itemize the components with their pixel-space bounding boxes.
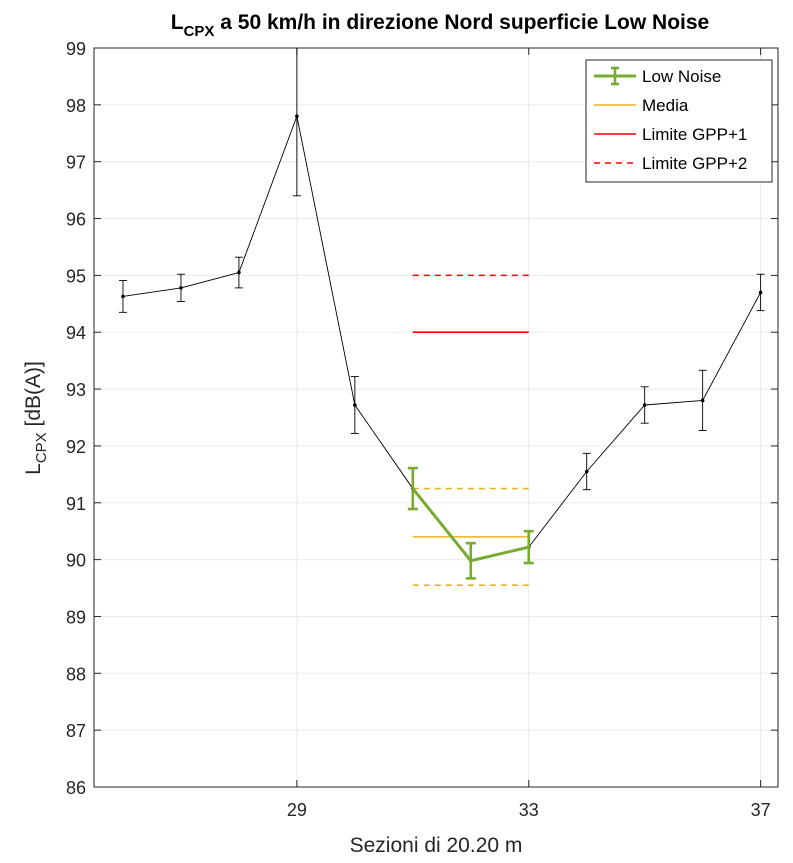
errorbar-0-8: [582, 452, 591, 491]
errorbar-1-0: [407, 466, 418, 511]
errorbar-0-2: [234, 256, 243, 289]
data-point-0-10: [700, 398, 705, 403]
errorbar-0-1: [176, 273, 185, 302]
errorbar-0-9: [640, 386, 649, 424]
data-point-0-1: [179, 286, 183, 290]
y-axis-label: LCPX [dB(A)]: [22, 361, 50, 475]
errorbar-1-1: [465, 541, 476, 580]
y-tick-label-6: 92: [66, 437, 86, 457]
series-line-0: [122, 115, 762, 562]
x-tick-label-1: 33: [519, 800, 539, 820]
y-tick-label-1: 87: [66, 721, 86, 741]
data-point-0-11: [758, 290, 763, 295]
y-tick-label-12: 98: [66, 96, 86, 116]
title-main: L: [171, 11, 184, 34]
y-tick-label-2: 88: [66, 664, 86, 684]
errorbar-1-2: [523, 529, 534, 565]
errorbar-0-3: [292, 48, 301, 197]
legend-label-3: Limite GPP+2: [642, 154, 747, 173]
errorbar-0-10: [698, 369, 707, 432]
reference-lines: [412, 274, 529, 586]
legend-item-1: Media: [594, 96, 689, 115]
legend-label-1: Media: [642, 96, 689, 115]
y-tick-label-10: 96: [66, 210, 86, 230]
y-tick-label-8: 94: [66, 323, 86, 343]
y-tick-label-3: 89: [66, 607, 86, 627]
ylabel-main: L: [22, 463, 45, 475]
axis-ticks: 86 87 88 89 90 91 92 93 94 95 96 97 98 99 29 33 37: [66, 39, 778, 820]
x-tick-label-2: 37: [751, 800, 771, 820]
plot-area-frame: [93, 47, 779, 788]
legend-box: [585, 59, 773, 183]
legend-item-0: Low Noise: [594, 66, 721, 86]
x-axis-label: Sezioni di 20.20 m: [350, 834, 523, 857]
title-rest: a 50 km/h in direzione Nord superficie L…: [214, 11, 709, 34]
errorbar-0-0: [118, 280, 127, 313]
chart-title: LCPX a 50 km/h in direzione Nord superfi…: [171, 11, 709, 40]
data-point-0-3: [295, 114, 299, 119]
legend-item-3: Limite GPP+2: [594, 154, 747, 173]
y-tick-label-0: 86: [66, 778, 86, 798]
x-tick-label-0: 29: [287, 800, 307, 820]
data-point-0-0: [121, 294, 125, 299]
title-sub: CPX: [184, 23, 215, 40]
ylabel-rest: [dB(A)]: [22, 361, 45, 432]
legend: Low Noise Media Limite GPP+1 Limite GPP+2: [585, 59, 773, 183]
y-tick-label-11: 97: [66, 153, 86, 173]
data-point-0-2: [237, 270, 241, 275]
legend-item-2: Limite GPP+1: [594, 125, 747, 144]
data-series: [118, 48, 765, 580]
legend-label-0: Low Noise: [642, 67, 721, 86]
y-tick-label-4: 90: [66, 551, 86, 571]
data-point-0-8: [584, 469, 589, 474]
legend-label-2: Limite GPP+1: [642, 125, 747, 144]
errorbar-0-11: [756, 273, 765, 312]
errorbar-0-4: [350, 376, 359, 434]
y-tick-label-7: 93: [66, 380, 86, 400]
ylabel-sub: CPX: [33, 432, 50, 463]
data-point-0-4: [353, 403, 357, 407]
data-point-0-9: [642, 403, 647, 407]
y-tick-label-9: 95: [66, 266, 86, 286]
y-tick-label-5: 91: [66, 494, 86, 514]
y-tick-label-13: 99: [66, 39, 86, 59]
